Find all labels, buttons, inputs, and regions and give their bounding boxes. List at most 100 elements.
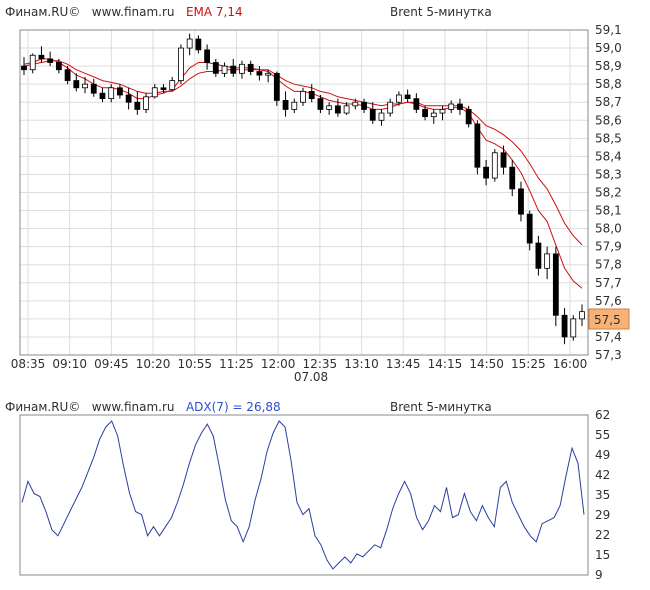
- y-tick-label: 57,3: [595, 348, 622, 362]
- y-tick-label: 59,0: [595, 41, 622, 55]
- candle-body: [99, 92, 106, 100]
- candle-body: [422, 109, 428, 118]
- adx-y-tick-label: 49: [595, 448, 610, 462]
- candle-body: [369, 109, 376, 121]
- x-tick-label: 15:25: [511, 357, 546, 371]
- y-tick-label: 57,8: [595, 258, 622, 272]
- y-tick-label: 58,8: [595, 77, 622, 91]
- adx-y-tick-label: 22: [595, 528, 610, 542]
- candle-body: [239, 63, 245, 74]
- last-price-marker: 57,5: [588, 308, 630, 330]
- candle-body: [134, 101, 141, 110]
- x-tick-label: 08:35: [11, 357, 46, 371]
- candle-body: [29, 54, 36, 71]
- x-tick-label: 13:45: [386, 357, 421, 371]
- candle-body: [73, 80, 80, 89]
- candle-body: [326, 105, 333, 110]
- candle-body: [561, 314, 568, 338]
- y-tick-label: 58,9: [595, 59, 622, 73]
- candle-body: [308, 90, 315, 100]
- candle-body: [500, 152, 507, 168]
- adx-y-axis: 62 55 49 42 35 29 22 15 9: [595, 408, 610, 582]
- candle-body: [465, 109, 472, 125]
- y-tick-label: 58,2: [595, 186, 622, 200]
- candle-body: [430, 112, 437, 118]
- adx-y-tick-label: 42: [595, 468, 610, 482]
- adx-y-tick-label: 35: [595, 488, 610, 502]
- site-label: www.finam.ru: [91, 5, 175, 19]
- candle-body: [535, 242, 542, 269]
- candle-body: [204, 49, 210, 63]
- x-tick-label: 11:25: [219, 357, 254, 371]
- adx-y-tick-label: 15: [595, 548, 610, 562]
- last-price-box: [588, 308, 630, 330]
- candle-body: [526, 213, 533, 244]
- y-tick-label: 57,9: [595, 240, 622, 254]
- candle-body: [387, 101, 394, 114]
- candle-body: [256, 71, 263, 76]
- adx-y-tick-label: 9: [595, 568, 603, 582]
- y-tick-label: 57,6: [595, 294, 622, 308]
- adx-chart-title: Brent 5-минутка: [390, 400, 492, 414]
- x-tick-label: 10:55: [177, 357, 212, 371]
- y-tick-label: 58,7: [595, 95, 622, 109]
- ema-indicator-label: EMA 7,14: [185, 5, 243, 19]
- y-tick-label: 58,1: [595, 204, 622, 218]
- y-tick-label: 58,5: [595, 131, 622, 145]
- adx-line: [21, 420, 585, 570]
- candle-body: [483, 166, 489, 179]
- x-tick-label: 12:35: [303, 357, 338, 371]
- candle-body: [396, 94, 402, 103]
- candle-body: [378, 112, 385, 121]
- candle-body: [474, 123, 481, 168]
- candle-body: [143, 96, 149, 110]
- y-tick-label: 58,3: [595, 167, 622, 181]
- candle-body: [265, 72, 272, 76]
- y-tick-label: 58,6: [595, 113, 622, 127]
- candle-body: [247, 63, 254, 72]
- candle-body: [334, 105, 341, 114]
- y-tick-label: 59,1: [595, 23, 622, 37]
- x-tick-label: 14:50: [469, 357, 504, 371]
- candle-body: [169, 80, 176, 90]
- x-tick-label: 10:20: [136, 357, 171, 371]
- ema-line: [23, 60, 583, 246]
- candle-body: [64, 69, 71, 81]
- main-plot-frame: [19, 29, 589, 356]
- x-tick-label: 16:00: [553, 357, 588, 371]
- candle-body: [343, 105, 350, 114]
- candle-body: [361, 101, 367, 110]
- x-tick-label: 14:15: [428, 357, 463, 371]
- last-price-label: 57,5: [594, 313, 621, 327]
- adx-plot-frame: [19, 414, 589, 576]
- main-grid: [20, 29, 588, 356]
- candle-body: [317, 98, 324, 110]
- candle-body: [439, 109, 446, 114]
- candle-body: [230, 65, 237, 74]
- x-tick-label: 13:10: [344, 357, 379, 371]
- adx-y-tick-label: 29: [595, 508, 610, 522]
- candle-body: [21, 65, 27, 71]
- candle-body: [570, 318, 577, 338]
- brand-label: Финам.RU©: [5, 5, 81, 19]
- y-tick-label: 58,4: [595, 149, 622, 163]
- candle-body: [491, 152, 498, 179]
- y-tick-label: 58,0: [595, 222, 622, 236]
- y-tick-label: 57,7: [595, 276, 622, 290]
- x-tick-label: 09:45: [94, 357, 129, 371]
- candle-body: [221, 65, 228, 74]
- candle-body: [212, 62, 219, 74]
- candle-body: [273, 72, 280, 101]
- candle-body: [82, 83, 88, 89]
- candle-body: [300, 90, 306, 103]
- candle-body: [117, 87, 123, 96]
- adx-y-tick-label: 62: [595, 408, 610, 422]
- main-chart-header: Финам.RU© www.finam.ru EMA 7,14: [5, 5, 243, 19]
- candle-body: [151, 87, 158, 98]
- candle-body: [195, 38, 202, 51]
- candle-body: [108, 87, 115, 100]
- candle-body: [518, 188, 524, 215]
- adx-indicator-label: ADX(7) = 26,88: [185, 400, 281, 414]
- candle-body: [352, 101, 359, 107]
- candle-body: [448, 103, 455, 110]
